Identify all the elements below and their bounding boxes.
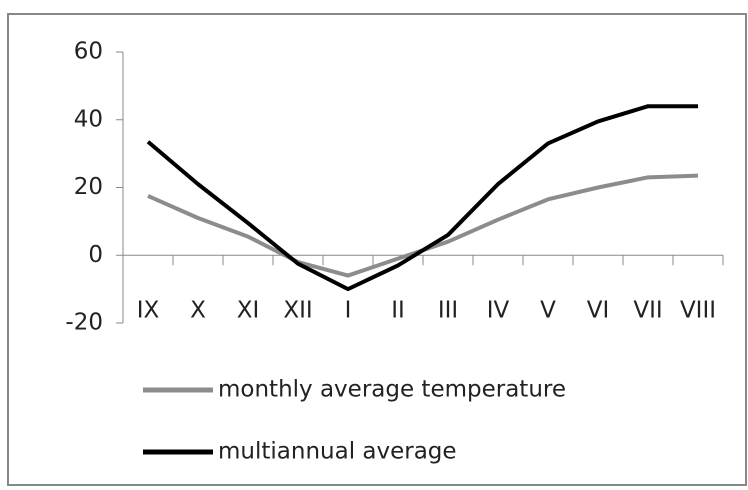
x-tick-label: II — [391, 298, 405, 324]
x-tick-label: VI — [587, 298, 610, 324]
series-line — [146, 104, 698, 292]
x-tick-label: V — [540, 298, 556, 324]
chart-frame — [7, 13, 747, 486]
x-tick-label: X — [190, 298, 206, 324]
y-tick-label: 0 — [88, 242, 103, 268]
y-tick-label: 60 — [74, 39, 103, 65]
x-tick-label: I — [345, 298, 352, 324]
y-tick-label: 40 — [74, 106, 103, 132]
y-tick-label: 20 — [74, 174, 103, 200]
x-tick-label: III — [438, 298, 458, 324]
x-tick-label: XII — [283, 298, 312, 324]
legend-label: monthly average temperature — [218, 377, 566, 403]
x-tick-label: IV — [487, 298, 510, 324]
legend-label: multiannual average — [218, 439, 457, 465]
x-tick-label: VII — [633, 298, 662, 324]
x-tick-label: IX — [137, 298, 160, 324]
y-tick-label: -20 — [65, 310, 103, 336]
x-tick-label: XI — [237, 298, 260, 324]
x-tick-label: VIII — [680, 298, 716, 324]
